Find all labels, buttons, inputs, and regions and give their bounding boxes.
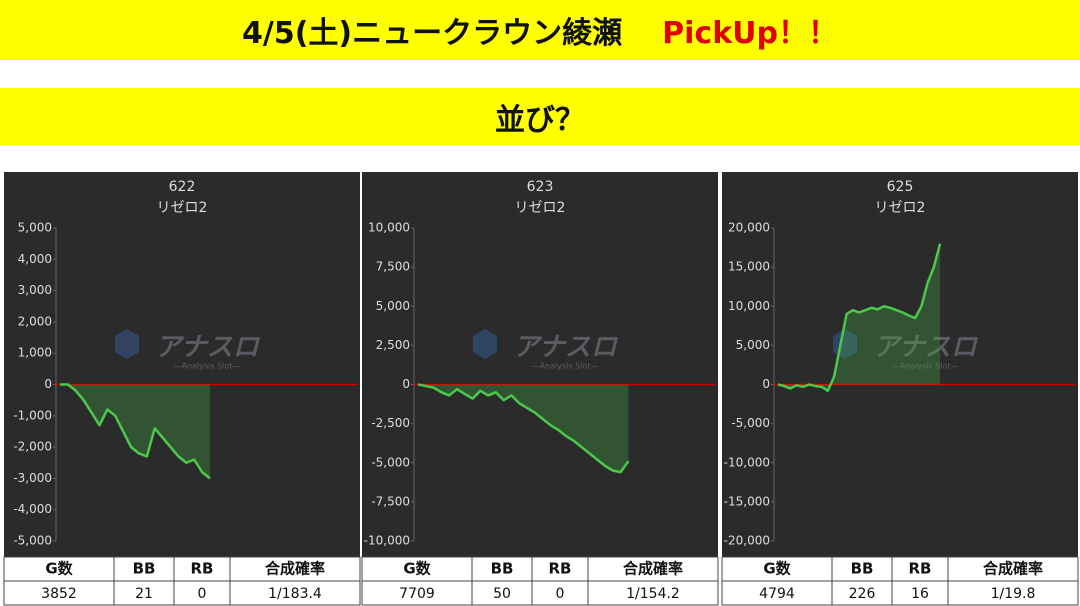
y-tick-label: 2,500: [376, 338, 410, 352]
table-cell: 0: [556, 586, 565, 602]
watermark: アナスロ: [513, 333, 618, 363]
watermark: アナスロ: [155, 333, 260, 363]
table-cell: 50: [493, 586, 511, 602]
y-tick-label: 10,000: [368, 221, 410, 235]
table-header: G数: [763, 560, 791, 578]
y-tick-label: 2,000: [18, 314, 52, 328]
area: [418, 384, 629, 473]
table-header: BB: [133, 560, 156, 578]
y-tick-label: 0: [402, 377, 410, 391]
y-tick-label: -5,000: [371, 455, 410, 469]
watermark-logo: [115, 329, 139, 359]
table-cell: 7709: [399, 586, 435, 602]
table-header: G数: [403, 560, 431, 578]
table-cell: 226: [849, 586, 876, 602]
chart-subtitle: リゼロ2: [875, 200, 926, 216]
table-cell: 4794: [759, 586, 795, 602]
table-header: 合成確率: [982, 560, 1043, 578]
area: [778, 243, 941, 391]
subtitle: 並び？: [495, 102, 585, 138]
table-cell: 3852: [41, 586, 77, 602]
panel: [362, 172, 718, 557]
table-cell: 0: [198, 586, 207, 602]
table-header: G数: [45, 560, 73, 578]
table-cell: 1/183.4: [268, 586, 322, 602]
area: [60, 384, 211, 479]
y-tick-label: -4,000: [13, 502, 52, 516]
table-cell: 1/154.2: [626, 586, 680, 602]
y-tick-label: -5,000: [13, 534, 52, 548]
line: [417, 383, 630, 474]
title: 4/5(土)ニュークラウン綾瀬: [242, 16, 623, 51]
y-tick-label: 4,000: [18, 252, 52, 266]
table-header: BB: [851, 560, 874, 578]
line: [777, 243, 942, 393]
chart-subtitle: リゼロ2: [157, 200, 208, 216]
table-header: 合成確率: [622, 560, 683, 578]
table-header: 合成確率: [264, 560, 325, 578]
y-tick-label: -15,000: [724, 494, 770, 508]
table-header: RB: [549, 560, 572, 578]
y-tick-label: 5,000: [18, 221, 52, 235]
chart-title: 622: [169, 179, 196, 195]
y-tick-label: -7,500: [371, 494, 410, 508]
chart-title: 625: [887, 179, 914, 195]
y-tick-label: 1,000: [18, 346, 52, 360]
y-tick-label: -2,500: [371, 416, 410, 430]
y-tick-label: 20,000: [728, 221, 770, 235]
highlight: PickUp！！: [662, 16, 838, 51]
y-tick-label: 3,000: [18, 283, 52, 297]
table-cell: 16: [911, 586, 929, 602]
y-tick-label: 0: [762, 377, 770, 391]
y-tick-label: -20,000: [724, 534, 770, 548]
y-tick-label: 0: [44, 377, 52, 391]
y-tick-label: -10,000: [724, 455, 770, 469]
y-tick-label: 5,000: [376, 299, 410, 313]
watermark-sub: —Analysis Slot—: [174, 362, 241, 371]
table-cell: 21: [135, 586, 153, 602]
table-cell: 1/19.8: [991, 586, 1036, 602]
watermark: アナスロ: [873, 333, 978, 363]
panel: [722, 172, 1078, 557]
y-tick-label: -5,000: [731, 416, 770, 430]
panel: [4, 172, 360, 557]
y-tick-label: -2,000: [13, 440, 52, 454]
chart-subtitle: リゼロ2: [515, 200, 566, 216]
y-tick-label: 15,000: [728, 260, 770, 274]
chart-title: 623: [527, 179, 554, 195]
y-tick-label: 5,000: [736, 338, 770, 352]
y-tick-label: -10,000: [364, 534, 410, 548]
table-header: RB: [909, 560, 932, 578]
y-tick-label: -1,000: [13, 408, 52, 422]
y-tick-label: 7,500: [376, 260, 410, 274]
watermark-sub: —Analysis Slot—: [532, 362, 599, 371]
title-banner: 4/5(土)ニュークラウン綾瀬 PickUp！！: [0, 0, 1080, 60]
y-tick-label: -3,000: [13, 471, 52, 485]
watermark-sub: —Analysis Slot—: [892, 362, 959, 371]
subtitle-banner: 並び？: [0, 88, 1080, 145]
table-header: BB: [491, 560, 514, 578]
y-tick-label: 10,000: [728, 299, 770, 313]
line: [60, 383, 211, 480]
watermark-logo: [473, 329, 497, 359]
table-header: RB: [191, 560, 214, 578]
